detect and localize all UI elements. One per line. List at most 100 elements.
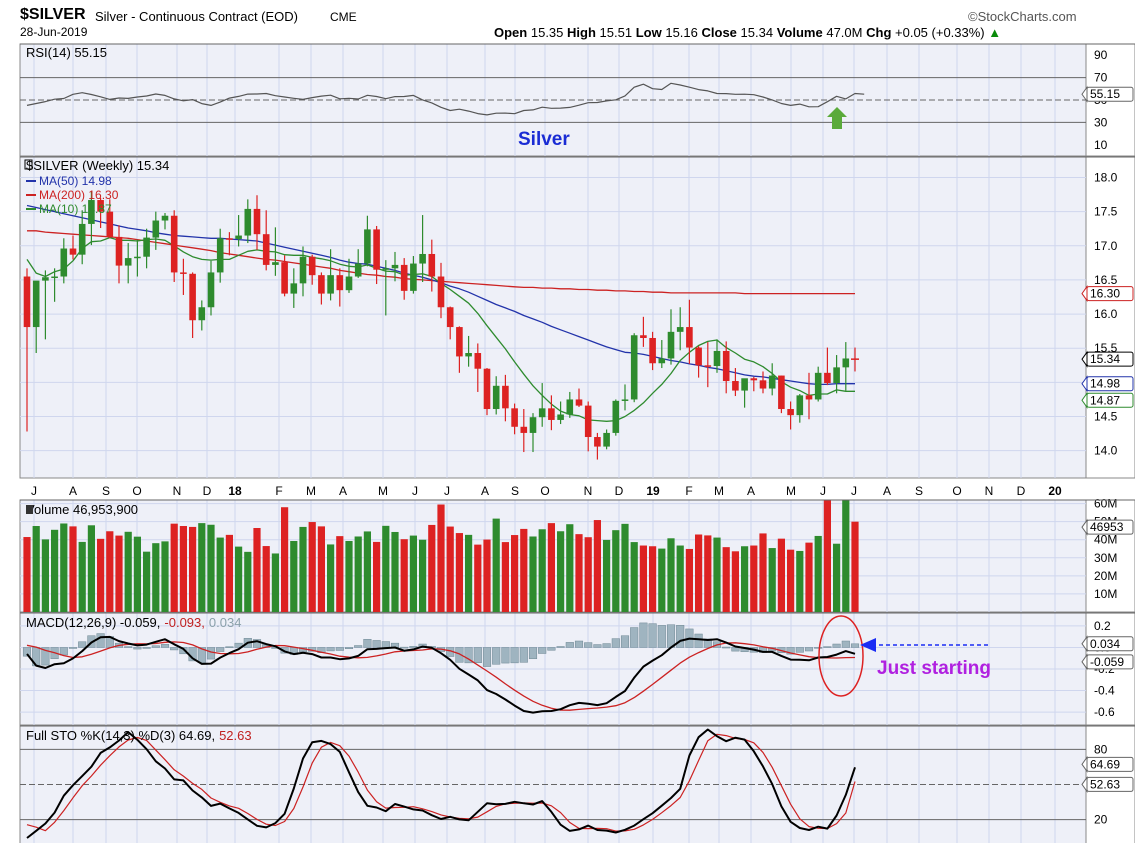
volume-bar bbox=[474, 544, 482, 612]
macd-histogram-bar bbox=[584, 642, 593, 648]
candle-body bbox=[778, 375, 785, 410]
candle-body bbox=[649, 337, 656, 364]
volume-bar bbox=[731, 551, 739, 612]
candle-body bbox=[235, 235, 242, 239]
ma50-tag-pointer bbox=[1081, 375, 1088, 393]
candle-body bbox=[492, 385, 500, 410]
candle-body bbox=[143, 237, 150, 257]
rsi-line bbox=[26, 82, 865, 116]
candle-body bbox=[88, 200, 95, 224]
macd-histogram-bar bbox=[786, 647, 795, 655]
candle-body bbox=[216, 238, 224, 273]
volume-bar bbox=[78, 541, 86, 612]
macd-hist-value: 0.034 bbox=[209, 615, 242, 630]
macd-label: MACD(12,26,9) -0.059, -0.093, 0.034 bbox=[26, 615, 241, 630]
close-tag-pointer bbox=[1081, 350, 1088, 368]
x-tick-label: A bbox=[883, 484, 891, 498]
y-tick-label: 16.0 bbox=[1094, 307, 1118, 321]
y-tick-label: 10M bbox=[1094, 587, 1117, 601]
candle-body bbox=[833, 367, 840, 384]
x-tick-label: A bbox=[747, 484, 755, 498]
y-tick-label: 0.2 bbox=[1094, 619, 1111, 633]
volume-bar bbox=[51, 529, 59, 612]
candle-body bbox=[437, 276, 445, 308]
volume-label: Volume 46,953,900 bbox=[26, 502, 138, 517]
price-label: $SILVER (Weekly) 15.34 bbox=[26, 158, 169, 173]
candle-body bbox=[262, 234, 270, 265]
volume-bar bbox=[207, 524, 215, 612]
volume-bar bbox=[409, 535, 417, 612]
candle-body bbox=[400, 264, 408, 291]
candle-body bbox=[272, 262, 279, 265]
volume-bar bbox=[317, 526, 325, 612]
volume-bar bbox=[382, 525, 390, 612]
volume-tag: 46953 bbox=[1090, 520, 1124, 534]
macd-signal-value: -0.093, bbox=[164, 615, 204, 630]
candle-body bbox=[78, 223, 86, 255]
price-panel bbox=[19, 156, 1087, 479]
x-tick-label: S bbox=[511, 484, 519, 498]
macd-histogram-bar bbox=[96, 633, 105, 648]
macd-histogram-bar bbox=[354, 645, 363, 648]
macd-histogram-bar bbox=[22, 647, 32, 657]
macd-histogram-bar bbox=[409, 646, 418, 648]
ma10-tag-pointer bbox=[1081, 391, 1088, 409]
volume-bar bbox=[575, 534, 583, 612]
macd-line bbox=[26, 635, 856, 714]
candle-body bbox=[23, 276, 31, 328]
volume-bar bbox=[124, 531, 132, 612]
candle-body bbox=[575, 399, 583, 406]
candle-body bbox=[621, 399, 629, 401]
y-tick-label: 30M bbox=[1094, 551, 1117, 565]
macd-histogram-bar bbox=[482, 647, 492, 667]
volume-bar bbox=[695, 534, 703, 612]
macd-histogram-bar bbox=[501, 647, 510, 664]
volume-bar bbox=[750, 545, 758, 612]
stochastic-label: Full STO %K(14,3) %D(3) 64.69, 52.63 bbox=[26, 728, 252, 743]
volume-bar bbox=[41, 539, 49, 612]
candle-body bbox=[253, 208, 261, 235]
volume-bar bbox=[483, 539, 491, 612]
macd-histogram-bar bbox=[473, 647, 482, 664]
volume-bar bbox=[235, 546, 243, 612]
candle-body bbox=[170, 215, 178, 273]
y-tick-label: 70 bbox=[1094, 71, 1108, 85]
candle-body bbox=[42, 277, 49, 281]
volume-bar bbox=[336, 536, 344, 612]
candle-body bbox=[115, 236, 123, 266]
candle-body bbox=[630, 335, 638, 400]
candle-body bbox=[69, 248, 77, 255]
macd-histogram-bar bbox=[694, 633, 703, 648]
candle-body bbox=[787, 409, 794, 416]
volume-bar bbox=[722, 547, 730, 612]
chg-up-icon: ▲ bbox=[988, 25, 1002, 40]
macd-histogram-bar bbox=[170, 647, 179, 651]
source-credit: ©StockCharts.com bbox=[968, 9, 1077, 24]
volume-bar bbox=[814, 535, 822, 612]
volume-bar bbox=[823, 500, 831, 612]
sto-k-line bbox=[26, 728, 856, 839]
x-tick-label: M bbox=[306, 484, 316, 498]
candle-body bbox=[520, 426, 528, 433]
volume-bar bbox=[777, 538, 785, 612]
volume-bar bbox=[704, 535, 712, 612]
just-starting-annotation: Just starting bbox=[877, 658, 991, 679]
candle-body bbox=[51, 276, 58, 279]
chg-label: Chg bbox=[866, 25, 892, 40]
macd-histogram-bar bbox=[823, 646, 832, 648]
legend-item: MA(50) 14.98 bbox=[39, 174, 112, 188]
sto-d-tag-pointer bbox=[1081, 775, 1088, 793]
volume-bar bbox=[327, 544, 335, 612]
x-tick-label: 19 bbox=[646, 484, 660, 498]
candle-body bbox=[60, 248, 68, 277]
volume-bar bbox=[308, 522, 316, 612]
candle-body bbox=[364, 229, 371, 264]
high-label: High bbox=[567, 25, 596, 40]
volume-bar bbox=[676, 545, 684, 612]
macd-histogram-bar bbox=[666, 624, 676, 648]
candle-body bbox=[281, 262, 288, 294]
macd-histogram-bar bbox=[179, 647, 188, 655]
volume-bar bbox=[373, 541, 381, 612]
x-tick-label: J bbox=[31, 484, 37, 498]
macd-histogram-bar bbox=[225, 646, 234, 648]
